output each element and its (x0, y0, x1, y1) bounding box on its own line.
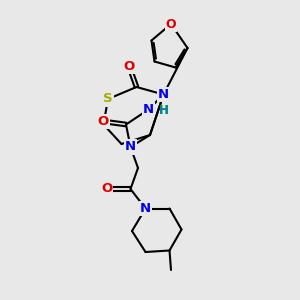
Text: S: S (103, 92, 113, 106)
Text: N: N (140, 202, 151, 215)
Text: N: N (140, 202, 151, 215)
Text: N: N (158, 88, 169, 101)
Text: N: N (158, 88, 169, 101)
Text: N: N (143, 103, 154, 116)
Text: O: O (101, 182, 112, 196)
Text: O: O (166, 17, 176, 31)
Text: O: O (123, 59, 135, 73)
Text: N: N (125, 140, 136, 154)
Text: N: N (143, 103, 154, 116)
Text: S: S (103, 92, 113, 106)
Text: O: O (98, 115, 109, 128)
Text: O: O (123, 59, 135, 73)
Text: H: H (159, 104, 168, 118)
Text: O: O (101, 182, 112, 196)
Text: O: O (98, 115, 109, 128)
Text: N: N (125, 140, 136, 154)
Text: H: H (159, 104, 168, 118)
Text: O: O (166, 17, 176, 31)
